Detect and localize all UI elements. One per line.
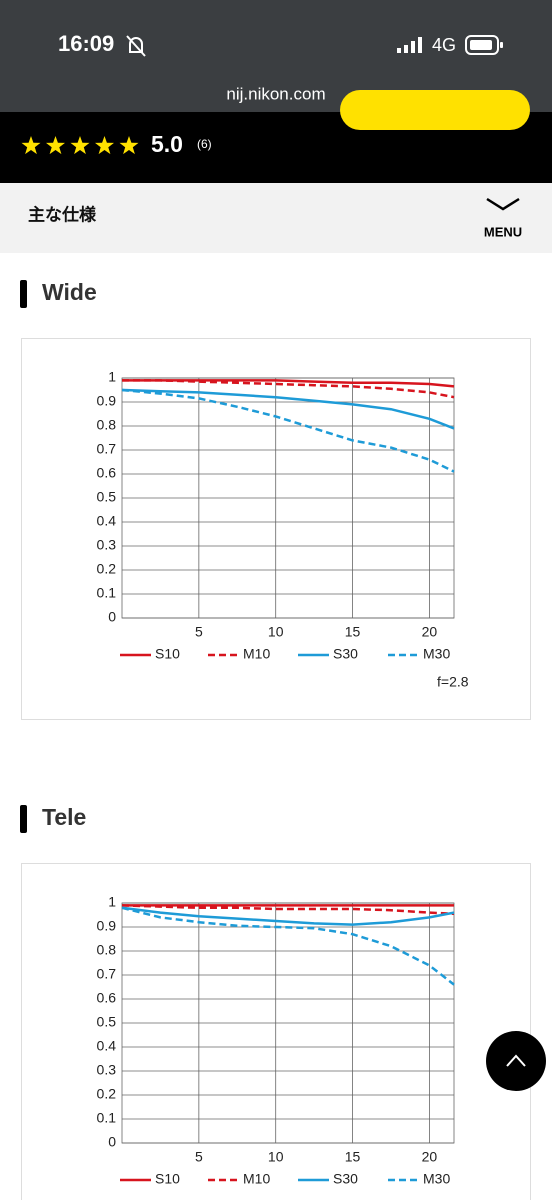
y-tick-label: 0.1 [97, 1110, 117, 1126]
legend-label: S10 [155, 646, 180, 662]
rating-count: (6) [197, 137, 212, 151]
series-line [121, 388, 455, 473]
chart-title: Wide [42, 279, 97, 305]
chart-title: Tele [42, 804, 86, 830]
y-tick-label: 0.8 [97, 942, 117, 958]
star [119, 136, 139, 155]
legend-label: S30 [333, 646, 358, 662]
y-tick-label: 0.3 [97, 537, 117, 553]
y-tick-label: 1 [108, 894, 116, 910]
legend-label: M10 [243, 1171, 270, 1187]
chart-box [21, 338, 531, 720]
legend-label: M10 [243, 646, 270, 662]
x-tick-label: 10 [268, 624, 284, 640]
legend-label: M30 [423, 646, 450, 662]
series-line [121, 388, 455, 430]
star [46, 136, 65, 155]
plot-frame [121, 902, 455, 1144]
y-tick-label: 0.2 [97, 1086, 117, 1102]
battery-icon [465, 35, 503, 55]
plot-frame [121, 377, 455, 619]
buy-button[interactable] [340, 90, 530, 130]
y-tick-label: 0.6 [97, 465, 117, 481]
time: 16:09 [58, 31, 114, 56]
star [21, 136, 41, 155]
y-tick-label: 0.5 [97, 489, 117, 505]
legend-label: S30 [333, 1171, 358, 1187]
y-tick-label: 0.4 [97, 513, 117, 529]
x-tick-label: 15 [345, 1149, 361, 1165]
spec-bar[interactable] [0, 183, 552, 253]
y-tick-label: 0.7 [97, 966, 117, 982]
rating-score: 5.0 [151, 131, 183, 157]
y-tick-label: 0.2 [97, 561, 117, 577]
y-tick-label: 0.6 [97, 990, 117, 1006]
y-tick-label: 0.8 [97, 417, 117, 433]
series-line [121, 906, 455, 926]
signal-icon [397, 37, 422, 53]
y-tick-label: 0.9 [97, 393, 117, 409]
chevron[interactable] [486, 197, 520, 211]
chart-note: f=2.8 [437, 674, 469, 690]
menu[interactable]: MENU [484, 224, 522, 239]
series-line [121, 904, 455, 916]
stars [21, 136, 139, 155]
y-tick-label: 0 [108, 609, 116, 625]
network: 4G [432, 35, 456, 55]
x-tick-label: 5 [195, 624, 203, 640]
y-tick-label: 0.7 [97, 441, 117, 457]
legend-label: M30 [423, 1171, 450, 1187]
y-tick-label: 0.4 [97, 1038, 117, 1054]
series-line [121, 906, 455, 986]
y-tick-label: 0.9 [97, 918, 117, 934]
star [70, 136, 90, 155]
x-tick-label: 10 [268, 1149, 284, 1165]
legend-label: S10 [155, 1171, 180, 1187]
y-tick-label: 0 [108, 1134, 116, 1150]
x-tick-label: 20 [422, 624, 438, 640]
url[interactable]: nij.nikon.com [226, 84, 325, 103]
star [95, 136, 114, 155]
x-tick-label: 5 [195, 1149, 203, 1165]
section-title: 主な仕様 [28, 204, 97, 224]
heading-bar [20, 805, 27, 833]
x-tick-label: 15 [345, 624, 361, 640]
heading-bar [20, 280, 27, 308]
x-tick-label: 20 [422, 1149, 438, 1165]
scroll-top-button[interactable] [486, 1031, 546, 1091]
y-tick-label: 0.1 [97, 585, 117, 601]
silent-icon [126, 35, 146, 57]
y-tick-label: 0.5 [97, 1014, 117, 1030]
y-tick-label: 0.3 [97, 1062, 117, 1078]
y-tick-label: 1 [108, 369, 116, 385]
series-line [122, 379, 455, 399]
